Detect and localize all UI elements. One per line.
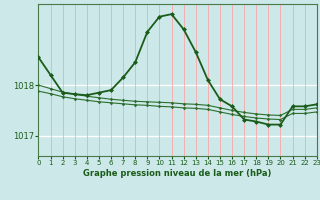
X-axis label: Graphe pression niveau de la mer (hPa): Graphe pression niveau de la mer (hPa) (84, 169, 272, 178)
